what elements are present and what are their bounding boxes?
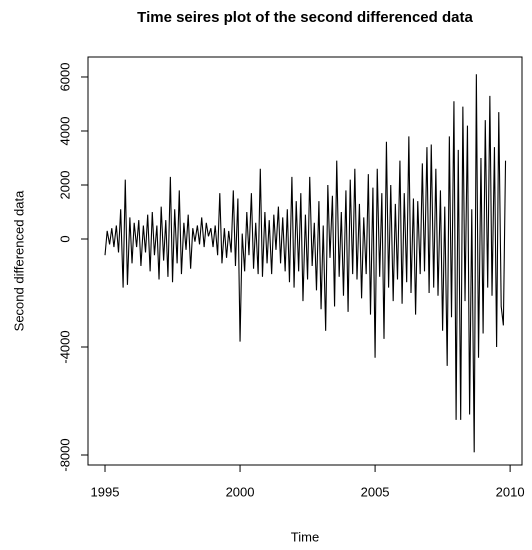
y-tick-label: 4000 — [57, 117, 72, 146]
x-tick-label: 2005 — [361, 484, 390, 499]
y-tick-label: 0 — [57, 235, 72, 242]
y-tick-label: 6000 — [57, 63, 72, 92]
y-tick-label: -8000 — [57, 438, 72, 471]
y-tick-label: -4000 — [57, 330, 72, 363]
series-line — [104, 74, 507, 453]
x-tick-label: 2010 — [496, 484, 525, 499]
y-axis-label: Second differenced data — [11, 190, 26, 331]
x-tick-label: 1995 — [91, 484, 120, 499]
x-tick-label: 2000 — [226, 484, 255, 499]
chart-title: Time seires plot of the second differenc… — [137, 9, 473, 26]
x-axis-label: Time — [291, 529, 319, 544]
y-tick-label: 2000 — [57, 171, 72, 200]
